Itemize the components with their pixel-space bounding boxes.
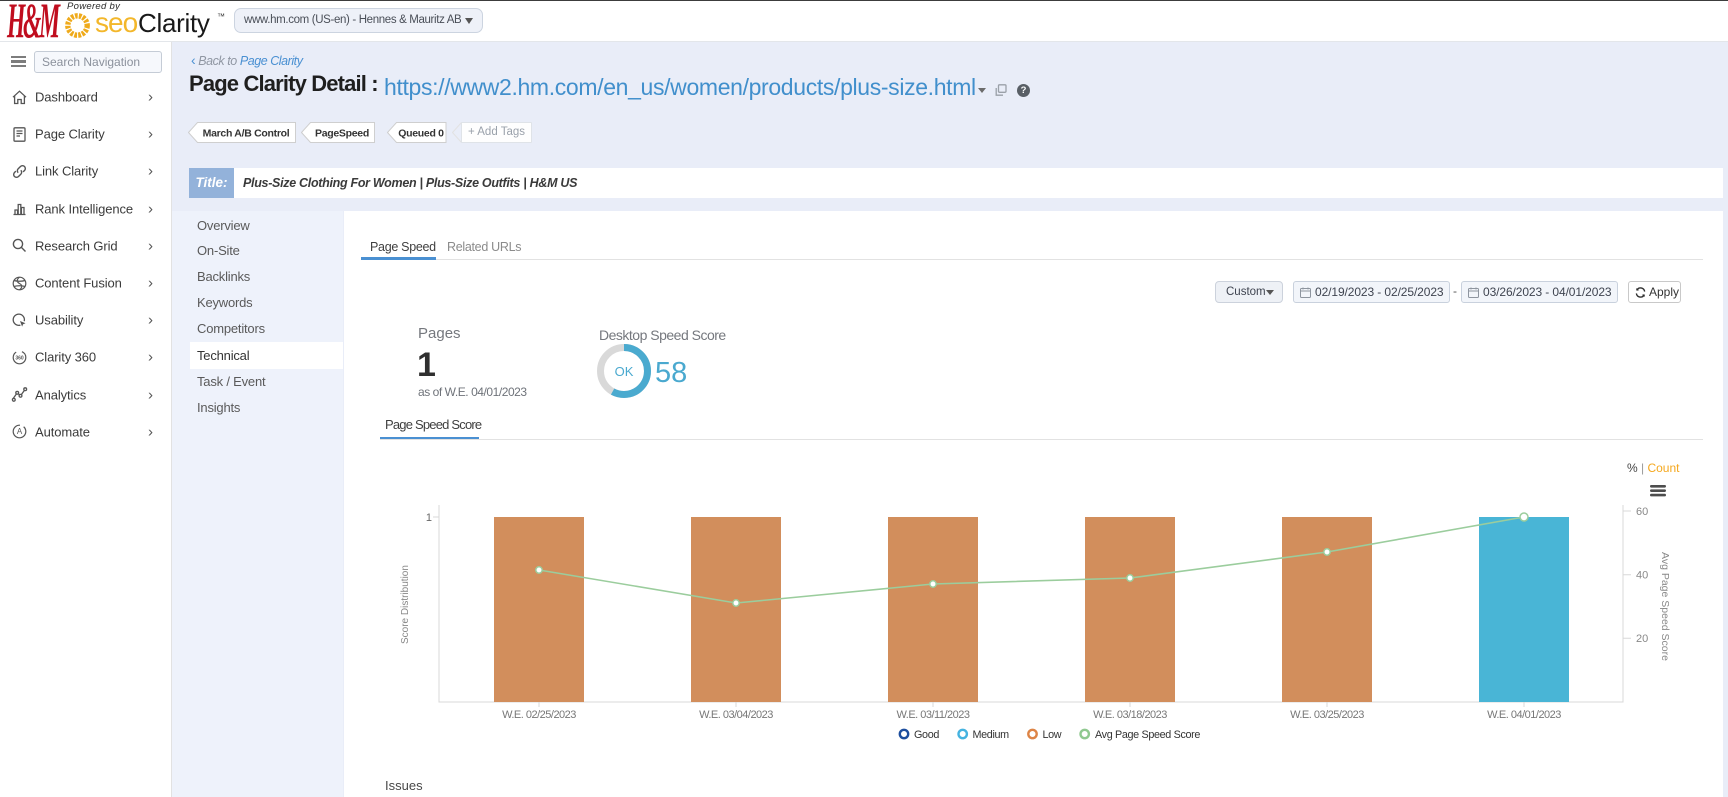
svg-text:W.E. 02/25/2023: W.E. 02/25/2023 bbox=[502, 709, 576, 721]
svg-text:PageSpeed: PageSpeed bbox=[315, 128, 369, 140]
svg-text:Score Distribution: Score Distribution bbox=[400, 565, 411, 644]
svg-text:W.E. 04/01/2023: W.E. 04/01/2023 bbox=[1487, 709, 1561, 721]
svg-text:60: 60 bbox=[1636, 506, 1648, 518]
svg-text:W.E. 03/11/2023: W.E. 03/11/2023 bbox=[896, 709, 969, 721]
svg-text:Queued 0: Queued 0 bbox=[398, 128, 444, 140]
svg-text:360: 360 bbox=[15, 355, 24, 361]
svg-text:Avg Page Speed Score: Avg Page Speed Score bbox=[1659, 552, 1671, 661]
svg-text:Medium: Medium bbox=[973, 729, 1010, 741]
svg-text:A: A bbox=[17, 427, 23, 436]
svg-text:Good: Good bbox=[914, 729, 939, 741]
svg-text:Avg Page Speed Score: Avg Page Speed Score bbox=[1095, 729, 1200, 741]
svg-text:W.E. 03/18/2023: W.E. 03/18/2023 bbox=[1093, 709, 1167, 721]
svg-text:W.E. 03/25/2023: W.E. 03/25/2023 bbox=[1290, 709, 1364, 721]
svg-text:March A/B Control: March A/B Control bbox=[203, 128, 290, 140]
svg-text:1: 1 bbox=[426, 512, 432, 524]
svg-text:Low: Low bbox=[1043, 729, 1062, 741]
svg-text:20: 20 bbox=[1636, 633, 1648, 645]
svg-text:W.E. 03/04/2023: W.E. 03/04/2023 bbox=[699, 709, 773, 721]
svg-text:40: 40 bbox=[1636, 570, 1648, 582]
svg-text:% | Count: % | Count bbox=[1627, 461, 1680, 475]
